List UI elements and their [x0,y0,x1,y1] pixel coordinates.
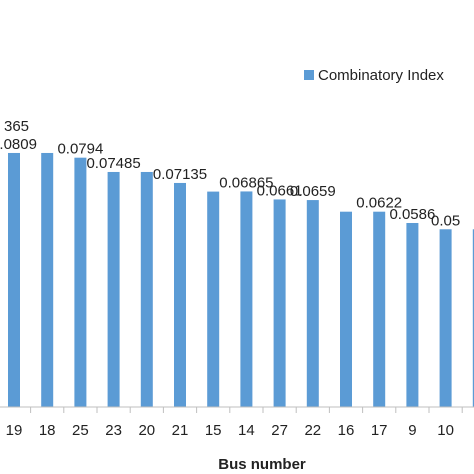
bar-1 [472,229,474,407]
x-tick-labels-group: 1918252320211514272216179101 [6,422,454,439]
x-tick-label-20: 20 [138,422,155,439]
bar-18 [41,152,54,407]
bar-17 [373,211,386,407]
x-tick-label-9: 9 [408,422,416,439]
data-label-17: 0.0622 [356,195,402,212]
legend-swatch [304,70,314,80]
x-tick-label-15: 15 [205,422,222,439]
x-tick-label-17: 17 [371,422,388,439]
data-labels-group: 0.08090.07940.074850.071350.068650.06610… [0,136,460,229]
partial-data-label: 365 [4,118,29,135]
data-label-14: 0.06865 [219,174,273,191]
bar-20 [140,171,153,407]
data-label-22: 0.0659 [290,183,336,200]
bars-group [8,152,474,407]
data-label-9: 0.0586 [389,206,435,223]
x-tick-label-21: 21 [172,422,189,439]
bar-14 [240,191,253,407]
bar-27 [273,199,286,407]
bar-10 [439,229,452,407]
x-tick-label-14: 14 [238,422,255,439]
x-tick-label-23: 23 [105,422,122,439]
x-tick-label-16: 16 [338,422,355,439]
x-tick-label-22: 22 [304,422,321,439]
data-label-19: 0.0809 [0,136,37,153]
x-tick-label-27: 27 [271,422,288,439]
data-label-23: 0.07485 [86,155,140,172]
data-label-25: 0.0794 [57,141,103,158]
bar-15 [207,191,220,407]
bar-23 [107,171,120,407]
bar-19 [8,152,20,407]
bar-25 [74,157,87,407]
x-tick-label-25: 25 [72,422,89,439]
data-label-10: 0.05 [431,212,460,229]
x-tick-label-19: 19 [6,422,23,439]
x-axis-title: Bus number [218,456,306,473]
bar-22 [306,200,319,407]
x-tick-label-10: 10 [437,422,454,439]
bar-9 [406,222,419,407]
bar-21 [174,182,186,407]
bar-16 [340,211,352,407]
x-tick-label-18: 18 [39,422,56,439]
data-label-21: 0.07135 [153,166,207,183]
legend: Combinatory Index [304,67,444,84]
legend-label: Combinatory Index [318,67,444,84]
x-ticks-group [30,407,463,413]
data-label-27: 0.0661 [257,182,303,199]
